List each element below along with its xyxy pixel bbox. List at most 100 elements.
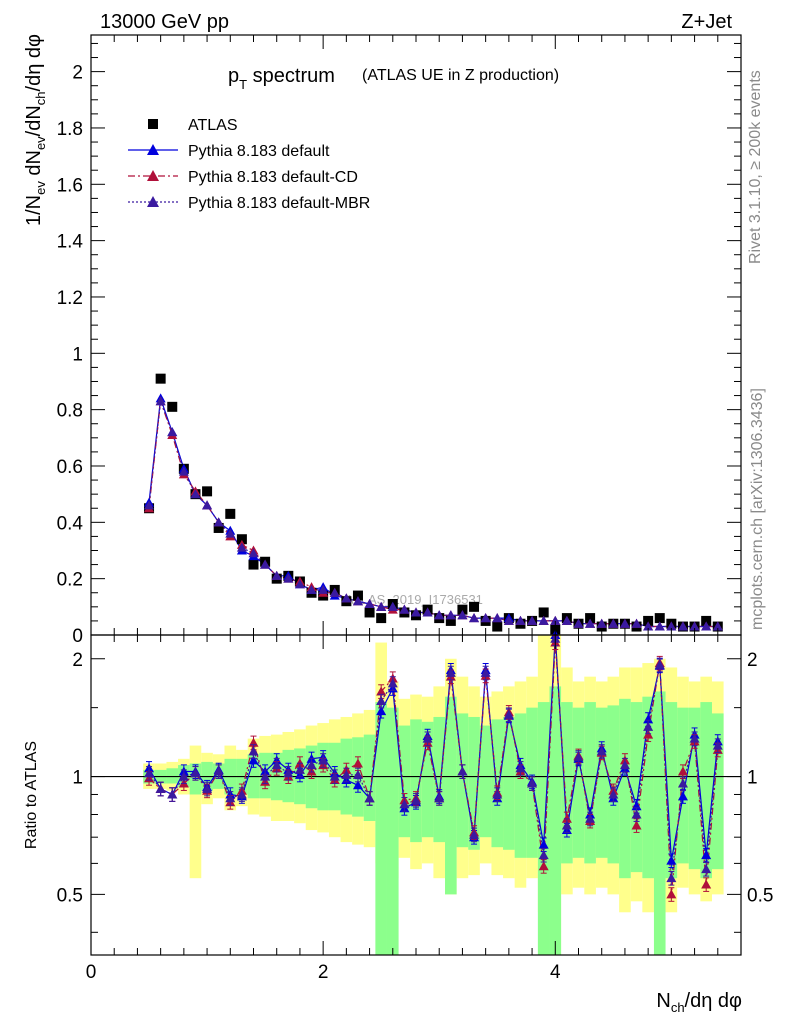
ratio-marker-pythia-8-183-default-mbr xyxy=(631,809,642,819)
main-x-ticks xyxy=(90,35,742,635)
legend-marker-pythia-8-183-default-cd xyxy=(147,170,159,181)
series-marker-pythia-8-183-default-mbr xyxy=(643,621,654,631)
series-marker-pythia-8-183-default-mbr xyxy=(631,618,642,628)
series-marker-pythia-8-183-default-mbr xyxy=(190,489,201,499)
series-marker-pythia-8-183-default-mbr xyxy=(561,615,572,625)
ratio-marker-pythia-8-183-default-mbr xyxy=(643,721,654,731)
series-marker-pythia-8-183-default-mbr xyxy=(329,587,340,597)
ratio-marker-pythia-8-183-default xyxy=(352,780,363,790)
series-marker-pythia-8-183-default-mbr xyxy=(608,618,619,628)
ratio-band-green xyxy=(456,713,469,848)
series-marker-pythia-8-183-default-mbr xyxy=(666,621,677,631)
series-marker-pythia-8-183-default-mbr xyxy=(364,599,375,609)
atlas-data-point xyxy=(492,621,503,632)
xlabel-rest: /dη dφ xyxy=(685,990,742,1012)
series-marker-pythia-8-183-default-mbr xyxy=(144,500,155,510)
ratio-marker-pythia-8-183-default-mbr xyxy=(573,752,584,762)
series-marker-pythia-8-183-default-mbr xyxy=(271,570,282,580)
series-marker-pythia-8-183-default-mbr xyxy=(155,396,166,406)
main-y-axis-label: 1/Nev dNev/dNch/dη dφ xyxy=(23,34,48,226)
ratio-y-axis-label: Ratio to ATLAS xyxy=(23,741,40,849)
series-marker-pythia-8-183-default-mbr xyxy=(294,579,305,589)
atlas-data-point xyxy=(376,613,387,624)
ratio-band-green xyxy=(445,696,457,895)
ratio-marker-pythia-8-183-default-mbr xyxy=(341,769,352,779)
ratio-band-green xyxy=(549,686,562,955)
series-marker-pythia-8-183-default-mbr xyxy=(689,621,700,631)
series-marker-pythia-8-183-default-mbr xyxy=(283,573,294,583)
series-marker-pythia-8-183-default-mbr xyxy=(422,607,433,617)
title-subscript: T xyxy=(239,77,247,92)
ratio-marker-pythia-8-183-default-mbr xyxy=(225,793,236,803)
title-main: pT spectrum xyxy=(228,65,335,92)
ratio-marker-pythia-8-183-default-mbr xyxy=(469,829,480,839)
ratio-band-green xyxy=(375,702,387,955)
main-y-tick-label: 1 xyxy=(72,344,83,365)
series-marker-pythia-8-183-default-mbr xyxy=(225,528,236,538)
ratio-band-green xyxy=(584,702,596,864)
series-marker-pythia-8-183-default-mbr xyxy=(167,427,178,437)
ratio-marker-pythia-8-183-default-mbr xyxy=(585,813,596,823)
series-marker-pythia-8-183-default-mbr xyxy=(306,584,317,594)
series-marker-pythia-8-183-default-mbr xyxy=(457,610,468,620)
ratio-marker-pythia-8-183-default-cd xyxy=(352,758,363,768)
ratio-y-tick-label: 1 xyxy=(72,768,83,789)
ratio-marker-pythia-8-183-default-mbr xyxy=(411,795,421,805)
rivet-version-label: Rivet 3.1.10, ≥ 200k events xyxy=(747,70,764,264)
ratio-marker-pythia-8-183-default-mbr xyxy=(619,760,630,770)
legend-marker-pythia-8-183-default xyxy=(147,144,159,155)
legend: ATLAS Pythia 8.183 default Pythia 8.183 de… xyxy=(128,117,370,212)
x-axis-label: Nch/dη dφ xyxy=(656,990,742,1015)
ratio-marker-pythia-8-183-default xyxy=(376,706,387,716)
ratio-marker-pythia-8-183-default-mbr xyxy=(236,789,247,799)
xlabel-sub-ch: ch xyxy=(671,1000,685,1015)
ratio-marker-pythia-8-183-default-mbr xyxy=(376,695,387,705)
header-right-label: Z+Jet xyxy=(681,11,732,33)
ratio-band-green xyxy=(503,716,515,850)
ratio-band-green xyxy=(711,713,724,870)
ratio-y-tick-label-right: 0.5 xyxy=(747,885,773,906)
legend-label-pythia-8-183-default-cd: Pythia 8.183 default-CD xyxy=(188,169,358,186)
ratio-band-green xyxy=(630,702,643,873)
ratio-band-green xyxy=(410,719,422,843)
atlas-data-point xyxy=(643,615,654,626)
ratio-band-green xyxy=(653,691,666,955)
atlas-data-point xyxy=(701,615,712,626)
ratio-marker-pythia-8-183-default xyxy=(248,755,259,765)
series-marker-pythia-8-183-default-mbr xyxy=(619,618,630,628)
ratio-y-tick-label-right: 2 xyxy=(747,650,758,671)
ratio-marker-pythia-8-183-default-mbr xyxy=(294,764,305,774)
atlas-data-point xyxy=(538,607,549,618)
atlas-data-point xyxy=(213,522,224,533)
ratio-marker-pythia-8-183-default-mbr xyxy=(167,789,178,799)
ratio-marker-pythia-8-183-default xyxy=(643,714,654,724)
watermark-layer: ATLAS_2019_I1736531 xyxy=(345,592,483,607)
series-marker-pythia-8-183-default-mbr xyxy=(701,621,712,631)
atlas-data-point xyxy=(248,559,259,570)
ratio-series-markers xyxy=(144,630,723,902)
ratio-marker-pythia-8-183-default-mbr xyxy=(445,667,456,677)
series-marker-pythia-8-183-default-mbr xyxy=(411,607,421,617)
series-marker-pythia-8-183-default-mbr xyxy=(445,610,456,620)
title-p: p xyxy=(228,65,239,87)
ratio-marker-pythia-8-183-default xyxy=(538,839,549,849)
ratio-marker-pythia-8-183-default-cd xyxy=(666,889,677,899)
series-marker-pythia-8-183-default-mbr xyxy=(573,618,584,628)
atlas-data-point xyxy=(585,613,596,624)
atlas-data-point xyxy=(445,615,456,626)
legend-label-pythia-8-183-default: Pythia 8.183 default xyxy=(188,143,330,160)
ratio-marker-pythia-8-183-default-mbr xyxy=(480,667,491,677)
series-marker-pythia-8-183-default-mbr xyxy=(341,593,352,603)
ylabel-sub-ev: ev xyxy=(33,181,48,195)
ratio-marker-pythia-8-183-default-mbr xyxy=(190,768,201,778)
ratio-band-green xyxy=(700,702,712,879)
ratio-y-tick-label: 2 xyxy=(72,650,83,671)
ratio-marker-pythia-8-183-default-mbr xyxy=(515,763,526,773)
series-marker-pythia-8-183-default-mbr xyxy=(202,500,213,510)
ratio-marker-pythia-8-183-default-mbr xyxy=(271,760,282,770)
main-y-tick-label: 1.8 xyxy=(57,119,83,140)
series-marker-pythia-8-183-default-mbr xyxy=(480,613,491,623)
ratio-marker-pythia-8-183-default-mbr xyxy=(701,864,712,874)
ratio-marker-pythia-8-183-default-mbr xyxy=(422,733,433,743)
atlas-data-point xyxy=(225,508,236,519)
